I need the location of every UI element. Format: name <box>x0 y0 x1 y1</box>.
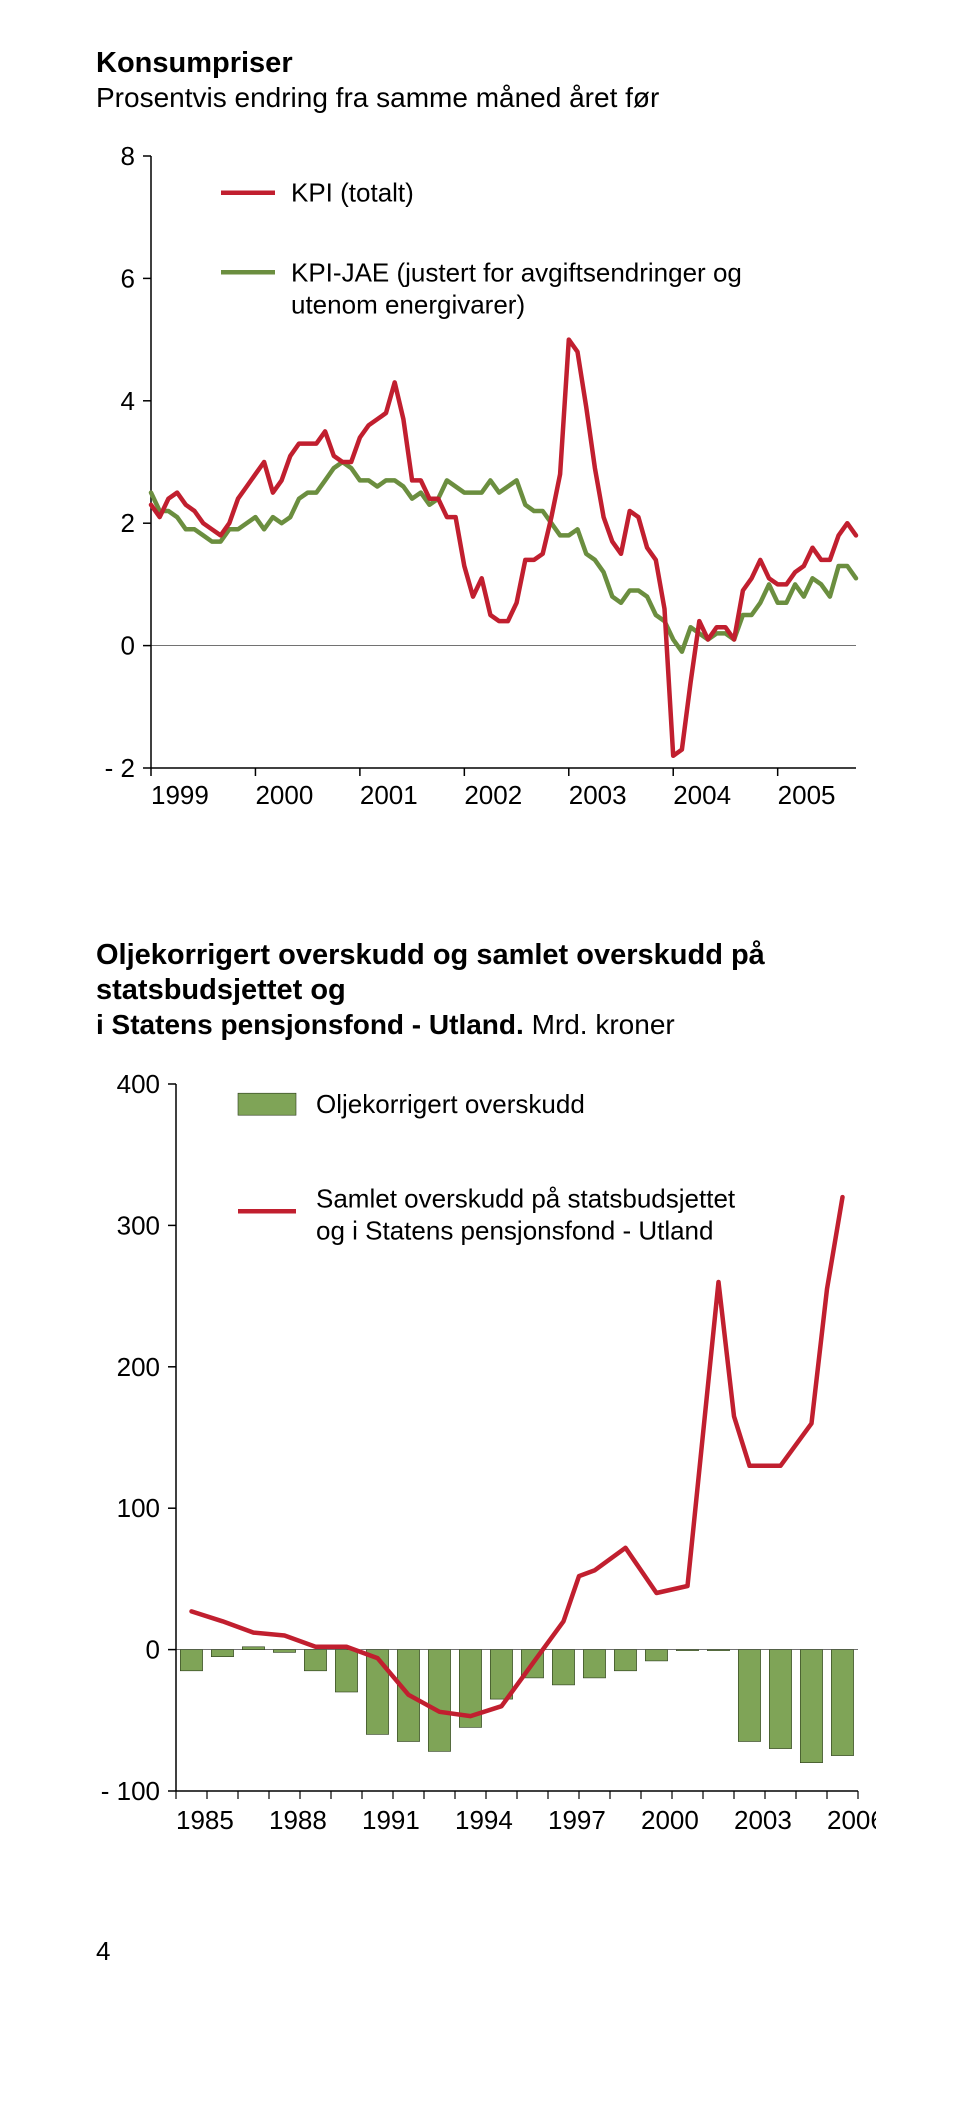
svg-text:2002: 2002 <box>464 780 522 810</box>
page-number: 4 <box>96 1936 874 1967</box>
svg-text:1991: 1991 <box>362 1805 420 1835</box>
svg-text:2004: 2004 <box>673 780 731 810</box>
svg-text:2006: 2006 <box>827 1805 876 1835</box>
svg-text:1997: 1997 <box>548 1805 606 1835</box>
chart1-title: Konsumpriser <box>96 46 874 81</box>
svg-text:6: 6 <box>121 264 135 294</box>
svg-text:og i Statens pensjonsfond - Ut: og i Statens pensjonsfond - Utland <box>316 1215 713 1245</box>
svg-text:2003: 2003 <box>734 1805 792 1835</box>
svg-text:Oljekorrigert overskudd: Oljekorrigert overskudd <box>316 1089 585 1119</box>
svg-text:300: 300 <box>117 1210 160 1240</box>
svg-text:KPI-JAE (justert for avgiftsen: KPI-JAE (justert for avgiftsendringer og <box>291 258 742 288</box>
svg-text:2001: 2001 <box>360 780 418 810</box>
chart2-title-line1: Oljekorrigert overskudd og samlet oversk… <box>96 938 874 1008</box>
svg-text:KPI (totalt): KPI (totalt) <box>291 178 414 208</box>
svg-text:4: 4 <box>121 386 135 416</box>
svg-text:8: 8 <box>121 141 135 171</box>
svg-text:1988: 1988 <box>269 1805 327 1835</box>
chart2-svg: - 100 0 100 200 300 400 1985 1988 1991 1994 1997 20… <box>96 1066 876 1846</box>
svg-text:0: 0 <box>146 1634 160 1664</box>
chart-overskudd: Oljekorrigert overskudd og samlet oversk… <box>96 938 874 1845</box>
svg-text:- 2: - 2 <box>105 753 135 783</box>
svg-text:100: 100 <box>117 1493 160 1523</box>
chart-konsumpriser: Konsumpriser Prosentvis endring fra samm… <box>96 46 874 818</box>
chart2-title-line2: i Statens pensjonsfond - Utland. Mrd. kr… <box>96 1008 874 1042</box>
svg-text:2000: 2000 <box>255 780 313 810</box>
svg-text:2005: 2005 <box>778 780 836 810</box>
svg-text:0: 0 <box>121 631 135 661</box>
svg-text:2003: 2003 <box>569 780 627 810</box>
svg-text:Samlet overskudd på statsbudsj: Samlet overskudd på statsbudsjettet <box>316 1183 736 1213</box>
svg-text:2: 2 <box>121 509 135 539</box>
svg-text:200: 200 <box>117 1351 160 1381</box>
svg-text:1999: 1999 <box>151 780 209 810</box>
svg-text:utenom energivarer): utenom energivarer) <box>291 290 525 320</box>
svg-text:2000: 2000 <box>641 1805 699 1835</box>
svg-text:400: 400 <box>117 1069 160 1099</box>
chart1-subtitle: Prosentvis endring fra samme måned året … <box>96 81 874 115</box>
svg-text:- 100: - 100 <box>101 1776 160 1806</box>
chart1-svg: - 2 0 2 4 6 8 1999 2000 2001 2002 2003 2004 2005 KPI … <box>96 138 876 818</box>
svg-text:1994: 1994 <box>455 1805 513 1835</box>
svg-text:1985: 1985 <box>176 1805 234 1835</box>
